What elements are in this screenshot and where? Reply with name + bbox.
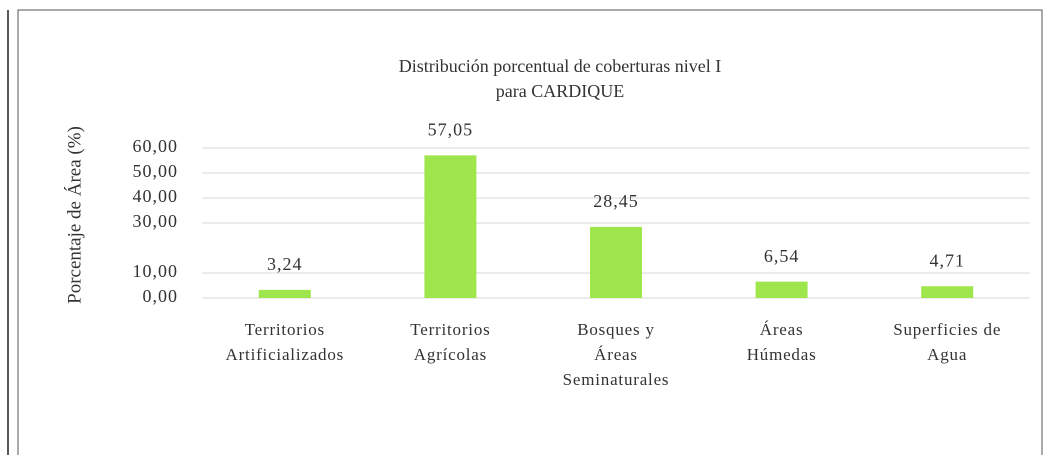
bar [590, 226, 642, 298]
data-label: 4,71 [929, 250, 965, 270]
y-tick-label: 40,00 [133, 186, 179, 206]
bar [258, 289, 311, 298]
x-tick-label: Territorios [245, 320, 325, 339]
x-tick-label: Seminaturales [563, 370, 670, 389]
y-tick-label: 30,00 [133, 211, 179, 231]
x-tick-label: Artificializados [226, 345, 345, 364]
bar [755, 281, 808, 298]
chart-frame [17, 9, 1043, 455]
chart-title: para CARDIQUE [496, 81, 624, 101]
x-tick-label: Agrícolas [414, 345, 487, 364]
x-tick-label: Áreas [594, 345, 638, 364]
bar [424, 155, 477, 298]
x-tick-label: Húmedas [747, 345, 817, 364]
y-tick-label: 50,00 [133, 161, 179, 181]
y-tick-label: 0,00 [143, 286, 179, 306]
x-tick-label: Territorios [410, 320, 490, 339]
y-tick-label: 10,00 [133, 261, 179, 281]
data-label: 3,24 [267, 254, 303, 274]
bar [921, 286, 974, 298]
y-tick-label: 60,00 [133, 136, 179, 156]
y-axis-label: Porcentaje de Área (%) [63, 126, 85, 304]
x-tick-label: Bosques y [577, 320, 655, 339]
chart-title: Distribución porcentual de coberturas ni… [399, 56, 721, 76]
x-tick-label: Superficies de [893, 320, 1001, 339]
data-label: 6,54 [764, 246, 800, 266]
x-tick-label: Agua [927, 345, 967, 364]
data-label: 28,45 [593, 191, 639, 211]
data-label: 57,05 [428, 120, 474, 140]
x-tick-label: Áreas [760, 320, 804, 339]
